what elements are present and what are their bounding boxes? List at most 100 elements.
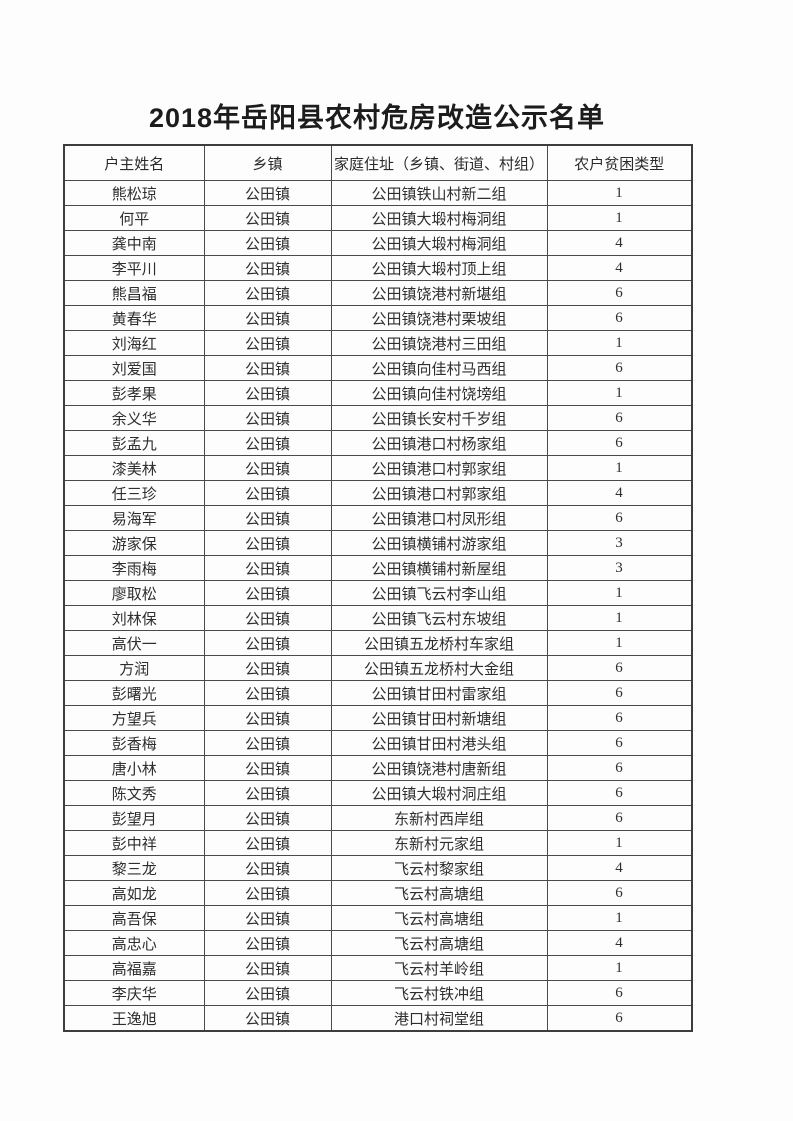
cell-township: 公田镇 xyxy=(203,955,332,981)
cell-household-name: 熊昌福 xyxy=(63,280,205,306)
table-row: 李平川 公田镇 公田镇大塅村顶上组 4 xyxy=(63,255,693,281)
cell-poverty-type: 6 xyxy=(546,655,693,681)
cell-household-name: 余义华 xyxy=(63,405,205,431)
cell-household-name: 游家保 xyxy=(63,530,205,556)
cell-township: 公田镇 xyxy=(203,680,332,706)
cell-poverty-type: 4 xyxy=(546,255,693,281)
table-row: 廖取松 公田镇 公田镇飞云村李山组 1 xyxy=(63,580,693,606)
column-header-household-name: 户主姓名 xyxy=(63,144,205,181)
table-row: 高福嘉 公田镇 飞云村羊岭组 1 xyxy=(63,955,693,981)
cell-household-name: 高如龙 xyxy=(63,880,205,906)
table-row: 唐小林 公田镇 公田镇饶港村唐新组 6 xyxy=(63,755,693,781)
cell-poverty-type: 3 xyxy=(546,530,693,556)
cell-poverty-type: 6 xyxy=(546,730,693,756)
cell-township: 公田镇 xyxy=(203,230,332,256)
cell-home-address: 公田镇港口村凤形组 xyxy=(330,505,548,531)
cell-poverty-type: 6 xyxy=(546,880,693,906)
cell-township: 公田镇 xyxy=(203,905,332,931)
cell-poverty-type: 1 xyxy=(546,180,693,206)
cell-household-name: 廖取松 xyxy=(63,580,205,606)
cell-home-address: 东新村西岸组 xyxy=(330,805,548,831)
table-row: 刘爱国 公田镇 公田镇向佳村马西组 6 xyxy=(63,355,693,381)
cell-home-address: 公田镇横铺村新屋组 xyxy=(330,555,548,581)
cell-township: 公田镇 xyxy=(203,730,332,756)
cell-poverty-type: 6 xyxy=(546,430,693,456)
cell-home-address: 公田镇港口村郭家组 xyxy=(330,455,548,481)
cell-household-name: 方润 xyxy=(63,655,205,681)
table-row: 彭曙光 公田镇 公田镇甘田村雷家组 6 xyxy=(63,680,693,706)
cell-household-name: 漆美林 xyxy=(63,455,205,481)
table-row: 彭望月 公田镇 东新村西岸组 6 xyxy=(63,805,693,831)
cell-household-name: 王逸旭 xyxy=(63,1005,205,1032)
cell-home-address: 公田镇饶港村栗坡组 xyxy=(330,305,548,331)
cell-poverty-type: 6 xyxy=(546,305,693,331)
cell-poverty-type: 4 xyxy=(546,930,693,956)
cell-poverty-type: 1 xyxy=(546,455,693,481)
cell-home-address: 公田镇大塅村梅洞组 xyxy=(330,230,548,256)
table-row: 彭中祥 公田镇 东新村元家组 1 xyxy=(63,830,693,856)
cell-poverty-type: 4 xyxy=(546,230,693,256)
cell-township: 公田镇 xyxy=(203,355,332,381)
cell-household-name: 彭孝果 xyxy=(63,380,205,406)
cell-township: 公田镇 xyxy=(203,580,332,606)
cell-household-name: 李雨梅 xyxy=(63,555,205,581)
cell-township: 公田镇 xyxy=(203,830,332,856)
cell-poverty-type: 3 xyxy=(546,555,693,581)
cell-home-address: 飞云村高塘组 xyxy=(330,905,548,931)
cell-township: 公田镇 xyxy=(203,705,332,731)
cell-poverty-type: 4 xyxy=(546,480,693,506)
cell-household-name: 高伏一 xyxy=(63,630,205,656)
cell-poverty-type: 1 xyxy=(546,605,693,631)
cell-household-name: 黄春华 xyxy=(63,305,205,331)
cell-township: 公田镇 xyxy=(203,630,332,656)
cell-home-address: 港口村祠堂组 xyxy=(330,1005,548,1032)
table-body: 熊松琼 公田镇 公田镇铁山村新二组 1 何平 公田镇 公田镇大塅村梅洞组 1 龚… xyxy=(63,180,693,1032)
cell-home-address: 公田镇横铺村游家组 xyxy=(330,530,548,556)
table-row: 游家保 公田镇 公田镇横铺村游家组 3 xyxy=(63,530,693,556)
cell-poverty-type: 1 xyxy=(546,830,693,856)
cell-poverty-type: 1 xyxy=(546,380,693,406)
cell-household-name: 陈文秀 xyxy=(63,780,205,806)
document-title: 2018年岳阳县农村危房改造公示名单 xyxy=(148,103,606,133)
cell-poverty-type: 6 xyxy=(546,805,693,831)
cell-home-address: 公田镇饶港村唐新组 xyxy=(330,755,548,781)
table-row: 漆美林 公田镇 公田镇港口村郭家组 1 xyxy=(63,455,693,481)
cell-home-address: 公田镇五龙桥村大金组 xyxy=(330,655,548,681)
table-row: 刘海红 公田镇 公田镇饶港村三田组 1 xyxy=(63,330,693,356)
table-row: 陈文秀 公田镇 公田镇大塅村洞庄组 6 xyxy=(63,780,693,806)
cell-household-name: 刘海红 xyxy=(63,330,205,356)
cell-township: 公田镇 xyxy=(203,930,332,956)
cell-home-address: 公田镇港口村杨家组 xyxy=(330,430,548,456)
cell-poverty-type: 1 xyxy=(546,630,693,656)
cell-home-address: 公田镇大塅村洞庄组 xyxy=(330,780,548,806)
table-row: 李雨梅 公田镇 公田镇横铺村新屋组 3 xyxy=(63,555,693,581)
cell-poverty-type: 6 xyxy=(546,405,693,431)
cell-poverty-type: 6 xyxy=(546,755,693,781)
cell-township: 公田镇 xyxy=(203,780,332,806)
table-row: 熊昌福 公田镇 公田镇饶港村新堪组 6 xyxy=(63,280,693,306)
cell-household-name: 何平 xyxy=(63,205,205,231)
column-header-township: 乡镇 xyxy=(203,144,332,181)
cell-household-name: 高福嘉 xyxy=(63,955,205,981)
cell-household-name: 李庆华 xyxy=(63,980,205,1006)
cell-household-name: 刘林保 xyxy=(63,605,205,631)
cell-poverty-type: 1 xyxy=(546,905,693,931)
cell-township: 公田镇 xyxy=(203,605,332,631)
table-row: 任三珍 公田镇 公田镇港口村郭家组 4 xyxy=(63,480,693,506)
cell-township: 公田镇 xyxy=(203,480,332,506)
cell-home-address: 公田镇饶港村新堪组 xyxy=(330,280,548,306)
table-row: 方润 公田镇 公田镇五龙桥村大金组 6 xyxy=(63,655,693,681)
cell-home-address: 公田镇飞云村东坡组 xyxy=(330,605,548,631)
cell-township: 公田镇 xyxy=(203,655,332,681)
cell-home-address: 公田镇甘田村新塘组 xyxy=(330,705,548,731)
table-row: 彭孝果 公田镇 公田镇向佳村饶塝组 1 xyxy=(63,380,693,406)
cell-household-name: 彭香梅 xyxy=(63,730,205,756)
cell-household-name: 彭曙光 xyxy=(63,680,205,706)
cell-township: 公田镇 xyxy=(203,880,332,906)
cell-home-address: 公田镇向佳村马西组 xyxy=(330,355,548,381)
cell-township: 公田镇 xyxy=(203,1005,332,1032)
table-row: 黎三龙 公田镇 飞云村黎家组 4 xyxy=(63,855,693,881)
cell-household-name: 刘爱国 xyxy=(63,355,205,381)
cell-township: 公田镇 xyxy=(203,505,332,531)
